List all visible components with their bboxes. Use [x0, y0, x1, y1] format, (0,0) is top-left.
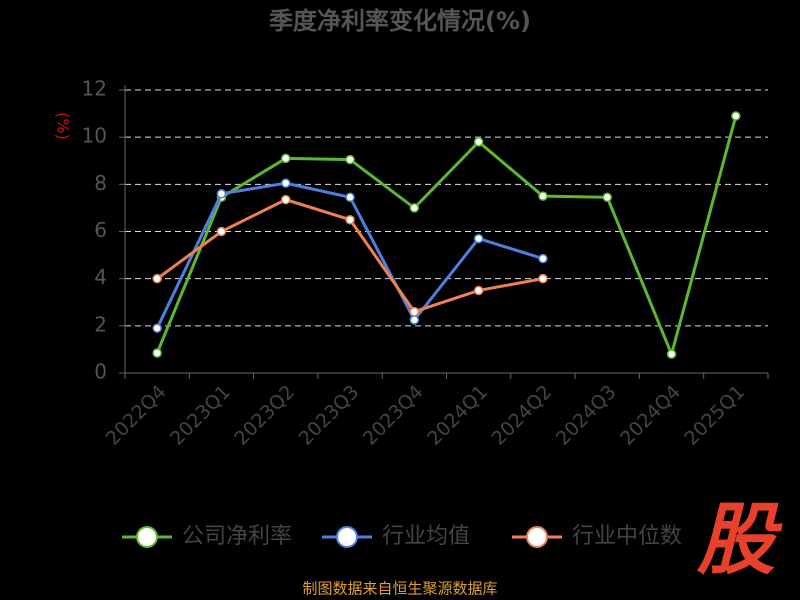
point [345, 192, 355, 203]
point [281, 194, 291, 205]
y-tick-label: 10 [82, 124, 107, 148]
point [152, 348, 162, 358]
logo: 股 [696, 495, 783, 585]
point [473, 137, 484, 147]
legend-label: 公司净利率 [182, 524, 292, 549]
legend-label: 行业均值 [382, 524, 470, 549]
legend-marker [136, 526, 158, 548]
legend-marker [526, 526, 548, 548]
point [538, 273, 548, 284]
x-tick-label: 2023Q3 [295, 381, 364, 450]
point [216, 226, 227, 237]
point [152, 273, 162, 284]
point [281, 153, 291, 164]
chart-title: 季度净利率变化情况(%) [269, 7, 531, 35]
point [281, 178, 291, 188]
point [538, 191, 548, 201]
series-line [155, 115, 738, 359]
y-tick-label: 12 [82, 77, 107, 101]
point [409, 203, 420, 213]
point [473, 233, 484, 244]
y-tick-label: 4 [94, 265, 107, 289]
point [409, 315, 420, 325]
point [152, 323, 162, 333]
y-axis-label: (%) [54, 112, 73, 140]
y-tick-label: 0 [94, 360, 107, 384]
point [666, 349, 677, 359]
point [473, 285, 484, 296]
legend-label: 行业中位数 [572, 524, 682, 549]
point [538, 253, 548, 264]
x-tick-label: 2025Q1 [680, 381, 749, 450]
x-tick-label: 2022Q4 [102, 381, 171, 450]
point [345, 214, 355, 225]
y-tick-label: 8 [94, 171, 107, 195]
source-note: 制图数据来自恒生聚源数据库 [302, 580, 497, 598]
y-tick-label: 6 [94, 218, 107, 242]
x-tick-label: 2024Q2 [487, 381, 556, 450]
point [216, 189, 227, 199]
x-tick-label: 2023Q1 [166, 381, 235, 450]
y-tick-label: 2 [94, 312, 107, 336]
x-tick-label: 2023Q4 [359, 381, 428, 450]
point [602, 192, 612, 203]
point [345, 154, 355, 165]
x-tick-label: 2024Q4 [616, 381, 685, 450]
x-tick-label: 2024Q1 [423, 381, 492, 450]
legend-marker [336, 526, 358, 548]
x-tick-label: 2023Q2 [230, 381, 299, 450]
x-tick-label: 2024Q3 [552, 381, 621, 450]
series-line [155, 181, 544, 329]
point [409, 306, 420, 317]
point [731, 111, 741, 121]
